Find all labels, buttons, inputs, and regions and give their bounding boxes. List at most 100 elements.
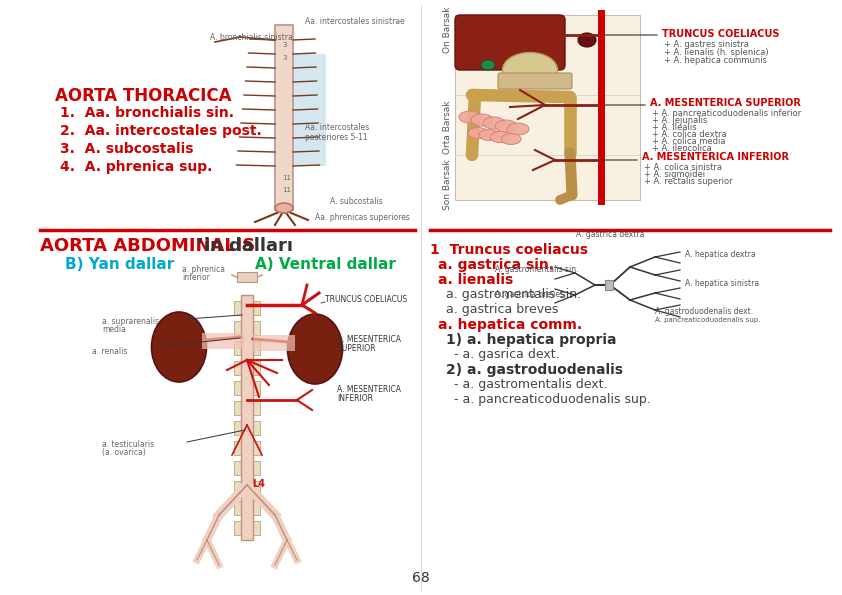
Text: A. MESENTERICA: A. MESENTERICA	[337, 385, 401, 394]
Text: A. bronchialis sinistra: A. bronchialis sinistra	[210, 33, 293, 42]
Text: Son Barsak: Son Barsak	[443, 159, 452, 210]
Bar	[202, 333, 244, 349]
Text: A. hepatica dextra: A. hepatica dextra	[685, 250, 755, 259]
Text: ’in dalları: ’in dalları	[197, 237, 293, 255]
Bar	[234, 461, 260, 475]
FancyBboxPatch shape	[455, 15, 565, 70]
Text: Aa. intercostales: Aa. intercostales	[305, 123, 370, 132]
Text: 68: 68	[412, 571, 430, 585]
Text: 11: 11	[282, 187, 291, 193]
Text: a. renalis: a. renalis	[92, 347, 127, 356]
Text: INFERIOR: INFERIOR	[337, 394, 373, 403]
Text: a. testicularis: a. testicularis	[102, 440, 154, 449]
Text: + A. pancreaticoduodenalis inferior: + A. pancreaticoduodenalis inferior	[652, 109, 802, 118]
Text: TRUNCUS COELIACUS: TRUNCUS COELIACUS	[325, 296, 408, 305]
Bar	[237, 272, 257, 282]
Bar	[234, 421, 260, 435]
Text: Orta Barsak: Orta Barsak	[443, 100, 452, 154]
Text: On Barsak: On Barsak	[443, 7, 452, 53]
Text: + A. hepatica communis: + A. hepatica communis	[664, 56, 767, 65]
Text: A. gastroduodenalis dext.: A. gastroduodenalis dext.	[655, 307, 753, 316]
Ellipse shape	[501, 133, 521, 145]
Text: A. pancreaticoduodenalis sup.: A. pancreaticoduodenalis sup.	[655, 317, 760, 323]
Text: 2.  Aa. intercostales post.: 2. Aa. intercostales post.	[60, 124, 262, 138]
Ellipse shape	[490, 131, 510, 142]
Text: 2) a. gastroduodenalis: 2) a. gastroduodenalis	[446, 363, 623, 377]
FancyBboxPatch shape	[294, 54, 326, 166]
Text: AORTA THORACICA: AORTA THORACICA	[55, 87, 232, 105]
Text: A. subcostalis: A. subcostalis	[330, 197, 383, 206]
Ellipse shape	[503, 52, 557, 87]
Text: + A. gastres sinistra: + A. gastres sinistra	[664, 40, 749, 49]
Text: 3.  A. subcostalis: 3. A. subcostalis	[60, 142, 194, 156]
Text: + A. rectalis superior: + A. rectalis superior	[644, 177, 733, 186]
Text: A. gastrica breves: A. gastrica breves	[495, 290, 564, 299]
Text: + A. colica media: + A. colica media	[652, 137, 726, 146]
Bar	[234, 441, 260, 455]
Text: inferior: inferior	[182, 273, 210, 282]
Text: Aa. phrenicas superiores: Aa. phrenicas superiores	[315, 213, 410, 222]
Text: a. gastrica breves: a. gastrica breves	[446, 303, 558, 316]
Text: a. gastrica sin.: a. gastrica sin.	[438, 258, 554, 272]
Bar	[234, 481, 260, 495]
Ellipse shape	[459, 111, 481, 123]
Text: media: media	[102, 325, 125, 334]
Text: + A. lienalis (h. splenica): + A. lienalis (h. splenica)	[664, 48, 769, 57]
Text: 3: 3	[282, 42, 286, 48]
Ellipse shape	[481, 60, 495, 70]
Text: + A. ileocolica: + A. ileocolica	[652, 144, 711, 153]
Text: a. lienalis: a. lienalis	[438, 273, 514, 287]
Text: + A. colica dextra: + A. colica dextra	[652, 130, 727, 139]
Text: L4: L4	[252, 479, 265, 489]
Text: A. MESENTERICA SUPERIOR: A. MESENTERICA SUPERIOR	[650, 98, 801, 108]
Ellipse shape	[468, 127, 488, 139]
Text: + A. ilealis: + A. ilealis	[652, 123, 696, 132]
Bar	[598, 10, 605, 205]
Text: SUPERIOR: SUPERIOR	[337, 344, 376, 353]
Text: 1  Truncus coeliacus: 1 Truncus coeliacus	[430, 243, 588, 257]
Bar	[234, 381, 260, 395]
Text: a. phrenica: a. phrenica	[182, 265, 225, 274]
Text: (a. ovarica): (a. ovarica)	[102, 448, 146, 457]
Text: a. gastromentalis sin.: a. gastromentalis sin.	[446, 288, 581, 301]
Text: 11: 11	[282, 175, 291, 181]
FancyBboxPatch shape	[498, 73, 572, 89]
Bar	[241, 295, 253, 540]
Ellipse shape	[479, 130, 499, 140]
Text: 4.  A. phrenica sup.: 4. A. phrenica sup.	[60, 160, 212, 174]
Text: B) Yan dallar: B) Yan dallar	[65, 257, 174, 272]
Text: Aa. intercostales sinistrae: Aa. intercostales sinistrae	[305, 17, 405, 26]
Text: - a. pancreaticoduodenalis sup.: - a. pancreaticoduodenalis sup.	[454, 393, 651, 406]
Text: 1.  Aa. bronchialis sin.: 1. Aa. bronchialis sin.	[60, 106, 234, 120]
Text: A. hepatica sinistra: A. hepatica sinistra	[685, 279, 759, 288]
Ellipse shape	[507, 123, 529, 135]
Bar	[275, 25, 293, 210]
Bar	[234, 361, 260, 375]
Bar	[234, 401, 260, 415]
Text: A. gastromentalis sin.: A. gastromentalis sin.	[495, 265, 578, 274]
Ellipse shape	[152, 312, 206, 382]
Text: + A. jejunalis: + A. jejunalis	[652, 116, 707, 125]
Ellipse shape	[483, 117, 505, 129]
Text: 3: 3	[282, 55, 286, 61]
Bar	[234, 521, 260, 535]
Text: a. hepatica comm.: a. hepatica comm.	[438, 318, 582, 332]
Text: + A. sigmoidei: + A. sigmoidei	[644, 170, 705, 179]
Ellipse shape	[287, 314, 343, 384]
Bar	[455, 15, 640, 200]
Text: + A. colica sinistra: + A. colica sinistra	[644, 163, 722, 172]
Text: - a. gastromentalis dext.: - a. gastromentalis dext.	[454, 378, 607, 391]
Text: A. gastrica dextra: A. gastrica dextra	[576, 230, 644, 239]
Bar	[234, 341, 260, 355]
Bar	[234, 501, 260, 515]
Ellipse shape	[471, 114, 493, 126]
Bar	[605, 280, 613, 290]
Text: 1) a. hepatica propria: 1) a. hepatica propria	[446, 333, 616, 347]
Text: A. MESENTERICA INFERIOR: A. MESENTERICA INFERIOR	[642, 152, 789, 162]
Text: posteriores 5-11: posteriores 5-11	[305, 133, 368, 142]
Ellipse shape	[495, 120, 517, 132]
Ellipse shape	[275, 203, 293, 213]
Bar	[234, 301, 260, 315]
Bar	[234, 321, 260, 335]
Text: a. suprarenalis: a. suprarenalis	[102, 317, 159, 326]
